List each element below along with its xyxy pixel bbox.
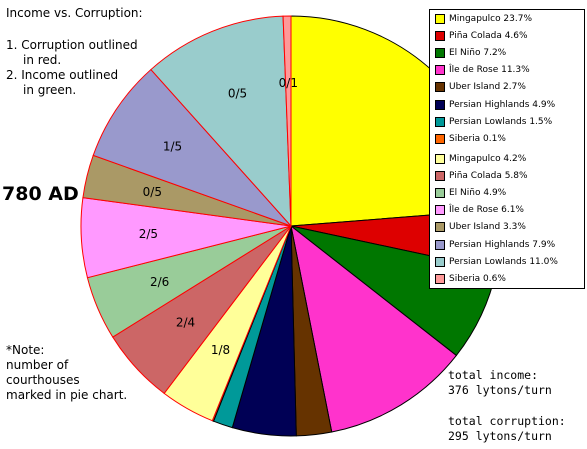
income-legend-item: Siberia 0.1% — [430, 130, 584, 147]
legend-swatch — [435, 256, 445, 267]
pie-slice-corruption-14 — [150, 15, 292, 228]
slice-courthouse-label: 2/4 — [176, 315, 195, 329]
corruption-legend-item: Persian Highlands 7.9% — [430, 236, 584, 253]
legend-label: Mingapulco 23.7% — [449, 13, 533, 24]
corruption-legend-item: Mingapulco 4.2% — [430, 150, 584, 167]
legend-label: Persian Lowlands 11.0% — [449, 256, 558, 267]
legend-swatch — [435, 222, 445, 233]
legend-swatch — [435, 205, 445, 216]
legend-label: Siberia 0.6% — [449, 273, 506, 284]
income-legend-item: Île de Rose 11.3% — [430, 62, 584, 79]
legend-swatch — [435, 239, 445, 250]
income-legend-item: Uber Island 2.7% — [430, 79, 584, 96]
note-line-2: in red. — [23, 53, 62, 67]
legend-label: Persian Lowlands 1.5% — [449, 116, 553, 127]
legend-label: El Niño 7.2% — [449, 47, 507, 58]
legend-label: Mingapulco 4.2% — [449, 153, 527, 164]
legend-swatch — [435, 170, 445, 181]
legend-swatch — [435, 65, 445, 76]
footnote-line-4: marked in pie chart. — [6, 388, 128, 402]
corruption-legend-item: Île de Rose 6.1% — [430, 202, 584, 219]
legend-label: Persian Highlands 7.9% — [449, 239, 556, 250]
legend-label: Uber Island 3.3% — [449, 222, 526, 233]
income-legend: Mingapulco 23.7% Piña Colada 4.6% El Niño … — [429, 9, 585, 152]
legend-swatch — [435, 187, 445, 198]
legend-swatch — [435, 82, 445, 93]
legend-swatch — [435, 273, 445, 284]
total-corruption: total corruption: 295 lytons/turn — [448, 414, 566, 444]
legend-swatch — [435, 13, 445, 24]
corruption-legend-item: Uber Island 3.3% — [430, 219, 584, 236]
income-legend-item: Mingapulco 23.7% — [430, 10, 584, 27]
corruption-legend-item: Piña Colada 5.8% — [430, 167, 584, 184]
legend-label: El Niño 4.9% — [449, 187, 507, 198]
pie-slice-corruption-13 — [92, 68, 292, 227]
total-income-label: total income: — [448, 368, 539, 382]
income-legend-item: Piña Colada 4.6% — [430, 27, 584, 44]
note-line-1: 1. Corruption outlined — [6, 38, 138, 52]
slice-courthouse-label: 2/5 — [139, 227, 158, 241]
footnote-line-3: courthouses — [6, 373, 80, 387]
total-income-value: 376 lytons/turn — [448, 383, 552, 397]
legend-swatch — [435, 116, 445, 127]
corruption-legend-item: El Niño 4.9% — [430, 184, 584, 201]
legend-swatch — [435, 133, 445, 144]
income-legend-item: Persian Highlands 4.9% — [430, 96, 584, 113]
slice-courthouse-label: 0/5 — [143, 185, 162, 199]
total-income: total income: 376 lytons/turn — [448, 368, 552, 398]
slice-courthouse-label: 1/8 — [211, 343, 230, 357]
footnote-line-2: number of — [6, 358, 69, 372]
legend-label: Piña Colada 4.6% — [449, 30, 528, 41]
pie-slice-income-3 — [290, 224, 458, 433]
legend-label: Siberia 0.1% — [449, 133, 506, 144]
income-legend-item: El Niño 7.2% — [430, 44, 584, 61]
legend-swatch — [435, 99, 445, 110]
legend-label: Uber Island 2.7% — [449, 82, 526, 93]
legend-swatch — [435, 30, 445, 41]
slice-courthouse-label: 2/6 — [150, 275, 169, 289]
legend-swatch — [435, 153, 445, 164]
corruption-legend-item: Persian Lowlands 11.0% — [430, 253, 584, 270]
legend-label: Piña Colada 5.8% — [449, 170, 528, 181]
note-line-4: in green. — [23, 83, 77, 97]
corruption-legend: Mingapulco 4.2% Piña Colada 5.8% El Niño 4… — [429, 150, 585, 289]
chart-notes: 1. Corruption outlined in red. 2. Income… — [6, 38, 138, 98]
total-corruption-label: total corruption: — [448, 414, 566, 428]
footnote-line-1: *Note: — [6, 343, 45, 357]
footnote: *Note: number of courthouses marked in p… — [6, 343, 127, 403]
year-label: 780 AD — [2, 183, 79, 205]
slice-courthouse-label: 0/5 — [228, 87, 247, 101]
legend-label: Persian Highlands 4.9% — [449, 99, 556, 110]
slice-courthouse-label: 0/1 — [279, 76, 298, 90]
chart-title: Income vs. Corruption: — [6, 6, 143, 20]
note-line-3: 2. Income outlined — [6, 68, 119, 82]
legend-label: Île de Rose 6.1% — [449, 205, 524, 216]
corruption-legend-item: Siberia 0.6% — [430, 270, 584, 287]
income-legend-item: Persian Lowlands 1.5% — [430, 113, 584, 130]
slice-courthouse-label: 1/5 — [163, 139, 182, 153]
legend-label: Île de Rose 11.3% — [449, 65, 530, 76]
legend-swatch — [435, 47, 445, 58]
pie-slice-corruption-15 — [282, 15, 292, 227]
total-corruption-value: 295 lytons/turn — [448, 429, 552, 443]
